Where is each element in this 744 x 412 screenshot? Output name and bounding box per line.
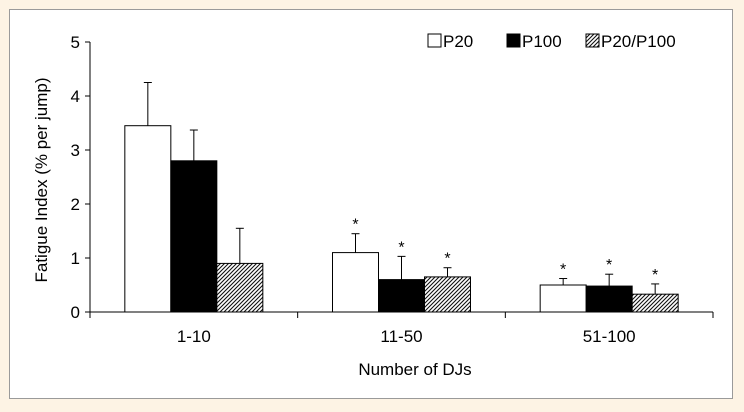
legend-swatch [506, 33, 521, 48]
significance-marker: * [444, 251, 450, 268]
y-tick-label: 1 [71, 249, 80, 268]
bars: * * * * * * [124, 82, 679, 313]
legend-label: P100 [522, 32, 562, 51]
legend-swatch [427, 33, 442, 48]
x-tick-label: 51-100 [583, 327, 636, 346]
y-tick-label: 4 [71, 87, 80, 106]
significance-marker: * [652, 267, 658, 284]
y-tick-label: 2 [71, 195, 80, 214]
bar [424, 276, 471, 313]
y-tick-label: 0 [71, 303, 80, 322]
bar [216, 262, 264, 313]
y-axis-label: Fatigue Index (% per jump) [32, 77, 51, 282]
significance-marker: * [398, 239, 404, 256]
legend-label: P20/P100 [601, 32, 676, 51]
x-tick-label: 1-10 [177, 327, 211, 346]
y-tick-label: 3 [71, 141, 80, 160]
legend-swatch [585, 33, 600, 48]
x-tick-label: 11-50 [380, 327, 422, 346]
bar [378, 279, 425, 313]
chart-panel: 0 1 2 3 4 5 1-10 11-50 51-100 * * * * * * P20 P100 P20/… [9, 9, 733, 399]
legend: P20 P100 P20/P100 [427, 32, 676, 51]
legend-label: P20 [443, 32, 473, 51]
bar [332, 252, 379, 313]
bar [585, 285, 633, 313]
bar [124, 125, 172, 313]
significance-marker: * [560, 262, 566, 279]
bar [539, 284, 587, 313]
bar [631, 293, 679, 313]
significance-marker: * [352, 217, 358, 234]
y-tick-label: 5 [71, 33, 80, 52]
x-axis-label: Number of DJs [358, 360, 471, 379]
significance-marker: * [606, 257, 612, 274]
bar-chart: 0 1 2 3 4 5 1-10 11-50 51-100 * * * * * * P20 P100 P20/… [32, 32, 714, 379]
bar [170, 160, 218, 313]
